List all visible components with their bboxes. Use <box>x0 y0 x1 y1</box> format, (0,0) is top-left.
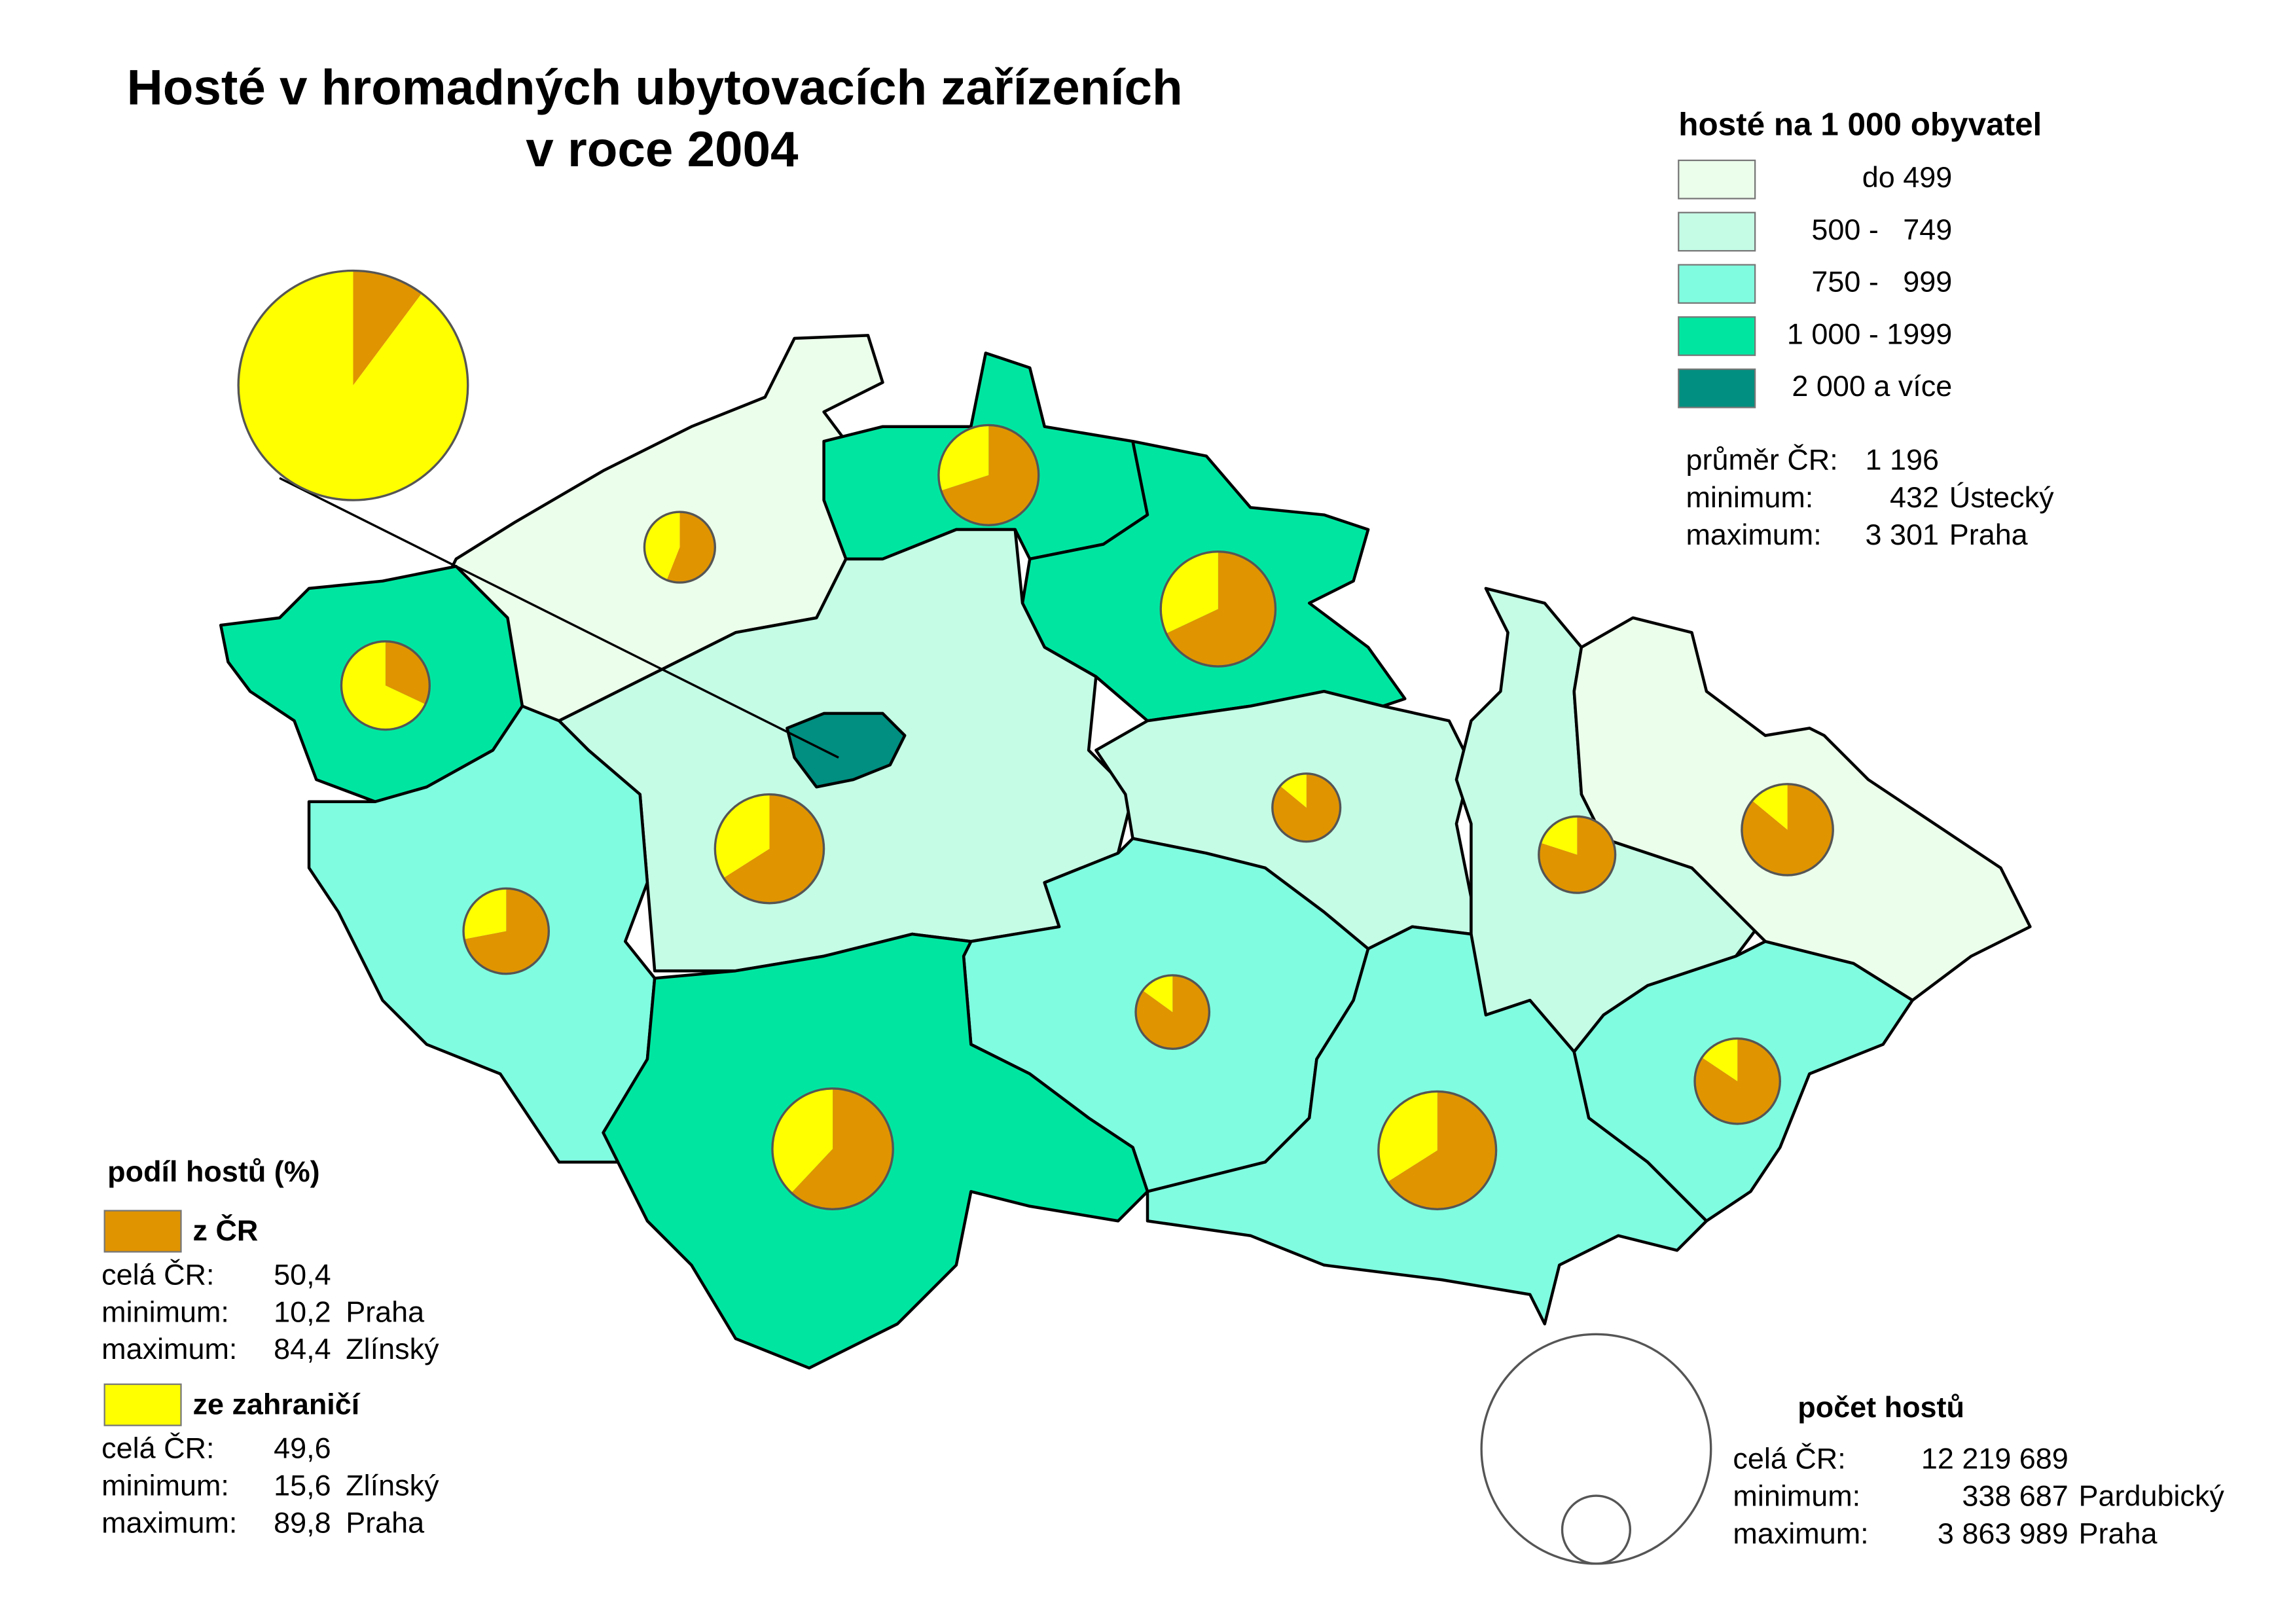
stat-label: celá ČR: <box>101 1258 214 1291</box>
legend-label: 500 - 749 <box>1811 213 1952 246</box>
pie-outline <box>1538 815 1617 894</box>
pie-wedge-foreign <box>1378 1091 1437 1182</box>
stat-value: 12 219 689 <box>1921 1441 2069 1475</box>
stat-name: Praha <box>1949 518 2028 551</box>
pie-wedge-domestic <box>791 1088 894 1210</box>
legend-label: z ČR <box>193 1214 259 1247</box>
pie-wedge-foreign <box>238 270 468 501</box>
stat-name: Zlínský <box>346 1469 439 1502</box>
pie-wedge-foreign <box>938 425 989 491</box>
title: v roce 2004 <box>526 122 799 177</box>
legend: do 499 500 - 749 750 - 999 1 000 - 1999 2 00… <box>101 159 2225 1565</box>
legend-swatch <box>1678 211 1756 252</box>
stat-label: celá ČR: <box>101 1432 214 1465</box>
pie-wedge-domestic <box>723 794 824 903</box>
pie-wedge-domestic <box>1166 551 1276 667</box>
pie-outline <box>1134 974 1211 1051</box>
pie-wedge-domestic <box>464 888 549 974</box>
stat-label: minimum: <box>1686 480 1814 514</box>
stat-value: 89,8 <box>274 1506 331 1539</box>
stat-label: maximum: <box>1733 1517 1868 1550</box>
stat-label: maximum: <box>101 1332 237 1365</box>
pie-wedge-foreign <box>1752 784 1788 830</box>
stat-value: 10,2 <box>274 1295 331 1328</box>
stat-value: 84,4 <box>274 1332 331 1365</box>
stat-label: maximum: <box>101 1506 237 1539</box>
stat-value: 15,6 <box>274 1469 331 1502</box>
pie-outline <box>771 1087 894 1210</box>
pie-wedge-foreign <box>1280 773 1307 808</box>
pie-outline <box>714 793 825 905</box>
legend-title: hosté na 1 000 obyvatel <box>1678 106 2042 142</box>
legend-label: ze zahraničí <box>193 1387 361 1420</box>
stat-value: 49,6 <box>274 1432 331 1465</box>
pie-outline <box>237 269 469 501</box>
region <box>786 712 907 789</box>
pie-wedge-foreign <box>1540 816 1578 855</box>
pie-wedge-foreign <box>1142 975 1173 1013</box>
legend-title: počet hostů <box>1798 1390 1964 1424</box>
legend-swatch <box>1678 264 1756 304</box>
legend-label: 750 - 999 <box>1811 265 1952 298</box>
pie-outline <box>1377 1090 1498 1210</box>
pie-outline <box>1159 550 1277 668</box>
stat-label: minimum: <box>1733 1479 1860 1513</box>
legend-swatch <box>1678 159 1756 200</box>
stat-name: Praha <box>346 1506 424 1539</box>
stat-label: minimum: <box>101 1469 229 1502</box>
title: Hosté v hromadných ubytovacích zařízeníc… <box>127 60 1183 116</box>
pie-outline <box>462 887 551 975</box>
leader-line <box>279 477 839 759</box>
legend-title: podíl hostů (%) <box>107 1155 319 1188</box>
stat-name: Praha <box>346 1295 424 1328</box>
stat-value: 50,4 <box>274 1258 331 1291</box>
pie-outline <box>937 424 1040 526</box>
pie-wedge-foreign <box>772 1088 833 1193</box>
stat-label: celá ČR: <box>1733 1441 1845 1475</box>
stat-name: Ústecký <box>1949 480 2054 514</box>
pie-wedge-foreign <box>644 512 680 581</box>
stat-value: 1 196 <box>1866 443 1939 477</box>
pie-outline <box>643 511 716 584</box>
stat-label: minimum: <box>101 1295 229 1328</box>
stat-name: Praha <box>2079 1517 2158 1550</box>
pie-outline <box>1271 772 1342 843</box>
pie-wedge-domestic <box>941 425 1039 526</box>
pie-wedge-foreign <box>341 641 425 730</box>
stat-label: průměr ČR: <box>1686 443 1838 477</box>
legend-label: 1 000 - 1999 <box>1787 317 1952 350</box>
pie-outline <box>1693 1037 1782 1125</box>
pie-wedge-domestic <box>1387 1091 1496 1210</box>
stat-name: Pardubický <box>2079 1479 2225 1513</box>
size-legend-circle <box>1561 1494 1632 1565</box>
stat-label: maximum: <box>1686 518 1822 551</box>
legend-swatch <box>1678 368 1756 408</box>
legend-label: 2 000 a více <box>1792 369 1952 403</box>
legend-label: do 499 <box>1862 160 1952 194</box>
pie-outline <box>340 640 431 731</box>
pie-wedge-domestic <box>666 512 715 583</box>
stat-name: Zlínský <box>346 1332 439 1365</box>
stat-value: 3 301 <box>1866 518 1939 551</box>
legend-swatch <box>103 1383 182 1426</box>
pies <box>237 269 1834 1210</box>
pie-wedge-foreign <box>463 888 507 939</box>
legend-swatch <box>1678 316 1756 356</box>
stat-value: 338 687 <box>1962 1479 2068 1513</box>
pie-wedge-domestic <box>353 270 422 386</box>
pie-wedge-foreign <box>715 794 770 878</box>
pie-outline <box>1741 783 1834 876</box>
pie-wedge-domestic <box>1694 1038 1780 1124</box>
legend-swatch <box>103 1210 182 1253</box>
stat-value: 3 863 989 <box>1938 1517 2069 1550</box>
stat-value: 432 <box>1890 480 1939 514</box>
